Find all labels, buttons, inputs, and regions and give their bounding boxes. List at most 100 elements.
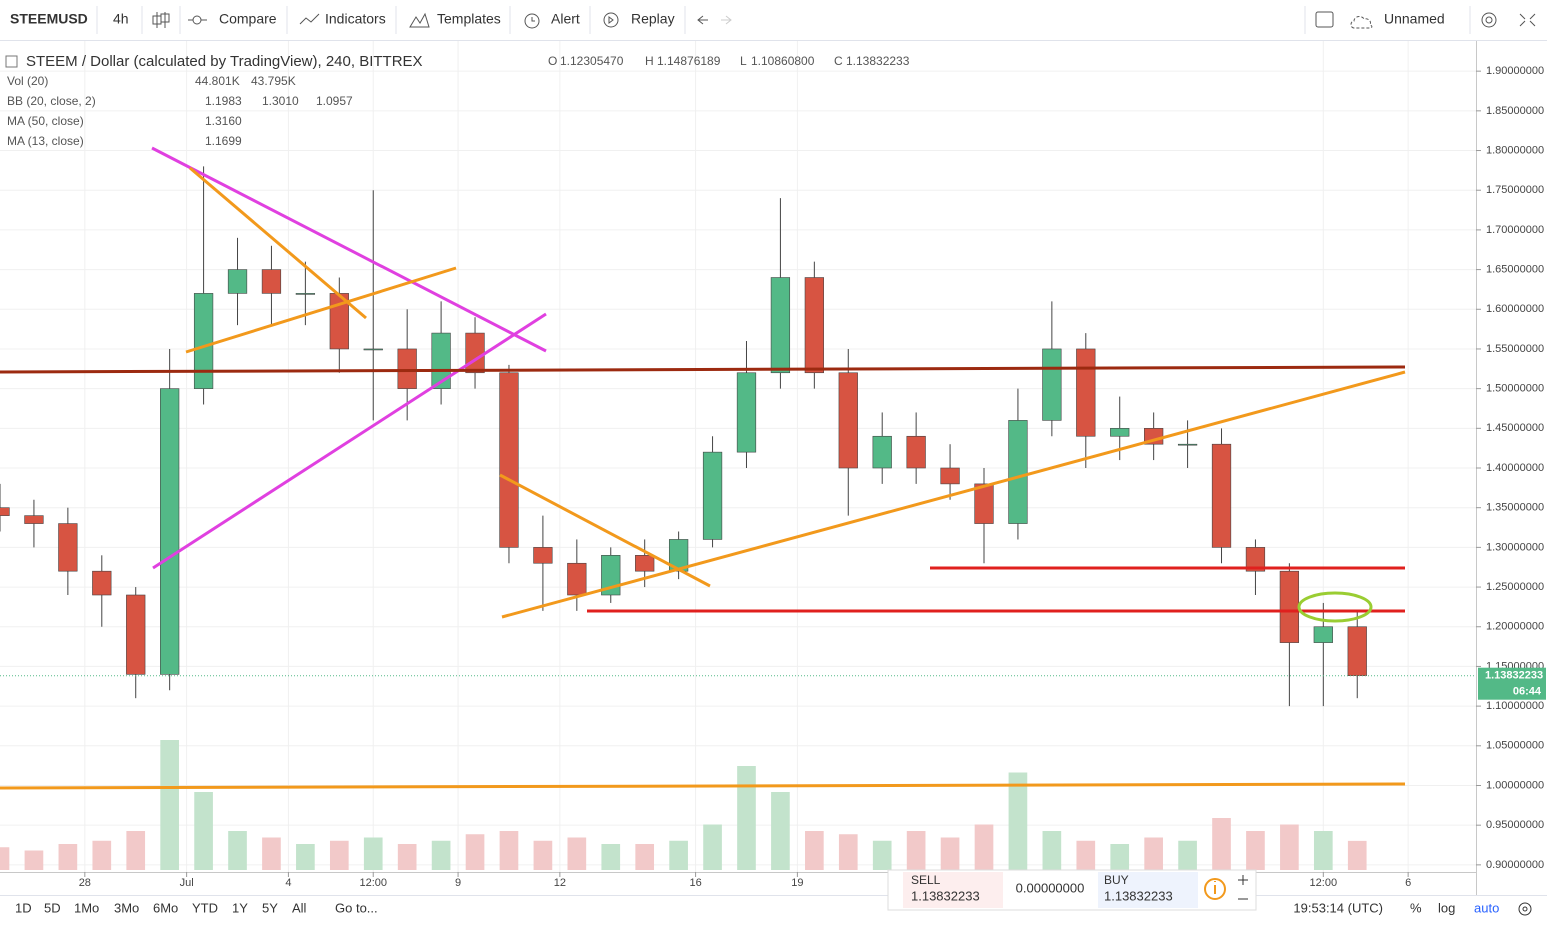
qty-buttons[interactable]	[1238, 875, 1248, 900]
indicator-value: 1.3010	[262, 94, 299, 108]
indicator-value: 1.3160	[205, 114, 242, 128]
volume-bar	[1280, 824, 1299, 870]
candle-body	[1313, 626, 1333, 643]
indicator-name: BB (20, close, 2)	[7, 94, 96, 108]
volume-bar	[228, 831, 247, 870]
scale-option[interactable]: %	[1410, 900, 1422, 915]
toolbar-button[interactable]: Replay	[631, 11, 675, 27]
sell-button[interactable]	[903, 872, 1003, 908]
x-tick-label: 4	[285, 877, 291, 889]
volume-bar	[126, 831, 146, 870]
candle-body	[635, 555, 655, 572]
layout-name[interactable]: Unnamed	[1384, 11, 1445, 27]
trade-panel: SELL 1.13832233 0.00000000 BUY 1.1383223…	[887, 869, 1257, 911]
range-button[interactable]: 3Mo	[114, 900, 139, 915]
candle-body	[499, 372, 519, 548]
range-button[interactable]: 6Mo	[153, 900, 178, 915]
scale-option[interactable]: log	[1438, 900, 1455, 915]
range-button[interactable]: YTD	[192, 900, 218, 915]
y-tick-label: 1.85000000	[1486, 105, 1544, 117]
interval[interactable]: 4h	[113, 11, 129, 27]
volume-bar	[0, 847, 10, 870]
ohlc-value: 1.13832233	[846, 54, 910, 68]
range-button[interactable]: 1D	[15, 900, 32, 915]
candle-body	[838, 372, 858, 469]
candle-body	[567, 562, 587, 596]
y-tick-label: 1.65000000	[1486, 263, 1544, 275]
candle-body	[465, 332, 485, 374]
range-button[interactable]: All	[292, 900, 307, 915]
y-tick-label: 1.90000000	[1486, 65, 1544, 77]
x-tick-label: 28	[79, 877, 91, 889]
volume-bar	[1076, 840, 1096, 870]
candle-body	[940, 467, 960, 485]
clock: 19:53:14 (UTC)	[1293, 900, 1383, 915]
volume-bar	[1212, 818, 1231, 870]
toolbar-button[interactable]: Templates	[437, 11, 501, 27]
trend-line	[189, 166, 367, 320]
x-tick-label: 9	[455, 877, 461, 889]
drawings	[0, 146, 1406, 790]
buy-button[interactable]	[1098, 872, 1198, 908]
volume-bar	[533, 840, 553, 870]
settings-icon[interactable]	[1518, 902, 1532, 916]
range-button[interactable]: 5D	[44, 900, 61, 915]
y-tick-label: 1.30000000	[1486, 541, 1544, 553]
collapse-box[interactable]	[5, 55, 18, 68]
volume-bar	[194, 792, 213, 870]
series-title: STEEM / Dollar (calculated by TradingVie…	[26, 53, 423, 70]
volume-bar	[329, 840, 349, 870]
candle-body	[1245, 547, 1266, 572]
indicator-value: 43.795K	[251, 74, 296, 88]
y-tick-label: 1.50000000	[1486, 383, 1544, 395]
candle-body	[160, 388, 180, 675]
indicator-value: 1.1983	[205, 94, 242, 108]
y-tick-label: 1.60000000	[1486, 303, 1544, 315]
toolbar	[0, 0, 1547, 40]
range-button[interactable]: 1Y	[232, 900, 248, 915]
volume-bar	[906, 831, 926, 870]
volume-bar	[1008, 772, 1028, 870]
ohlc-key: H	[645, 54, 654, 68]
symbol[interactable]: STEEMUSD	[10, 11, 88, 27]
volume-bar	[397, 844, 417, 870]
candle-body	[1211, 443, 1232, 548]
y-tick-label: 1.25000000	[1486, 581, 1544, 593]
volume-bar	[974, 824, 994, 870]
ohlc-key: O	[548, 54, 557, 68]
range-button[interactable]: 1Mo	[74, 900, 99, 915]
candle-body	[397, 348, 417, 389]
candle-body	[1042, 348, 1062, 421]
candle-body	[1076, 348, 1096, 437]
toolbar-button[interactable]: Alert	[551, 11, 580, 27]
trend-line	[152, 312, 547, 570]
candle-body	[906, 435, 926, 469]
range-button[interactable]: 5Y	[262, 900, 278, 915]
trend-line	[499, 473, 711, 588]
ohlc-key: C	[834, 54, 843, 68]
buy-label: BUY	[1104, 873, 1129, 887]
goto-button[interactable]: Go to...	[335, 900, 378, 915]
y-tick-label: 0.90000000	[1486, 859, 1544, 871]
toolbar-button[interactable]: Compare	[219, 11, 277, 27]
candle-body	[126, 594, 146, 675]
volume-bar	[567, 837, 587, 870]
sell-price: 1.13832233	[911, 888, 980, 903]
y-tick-label: 1.35000000	[1486, 502, 1544, 514]
volume-bar	[669, 840, 688, 870]
info-icon[interactable]	[1204, 878, 1226, 900]
candle-body	[1177, 443, 1198, 446]
ohlc-value: 1.12305470	[560, 54, 624, 68]
volume-bar	[1144, 837, 1163, 870]
y-tick-label: 1.40000000	[1486, 462, 1544, 474]
volume-bar	[872, 840, 892, 870]
x-tick-label: 6	[1405, 877, 1411, 889]
y-tick-label: 1.75000000	[1486, 184, 1544, 196]
scale-option[interactable]: auto	[1474, 900, 1499, 915]
plot-area	[0, 41, 1476, 872]
y-tick-label: 1.00000000	[1486, 779, 1544, 791]
toolbar-button[interactable]: Indicators	[325, 11, 386, 27]
volume-bar	[771, 792, 790, 870]
candle-body	[0, 507, 10, 516]
trend-line	[185, 266, 457, 354]
